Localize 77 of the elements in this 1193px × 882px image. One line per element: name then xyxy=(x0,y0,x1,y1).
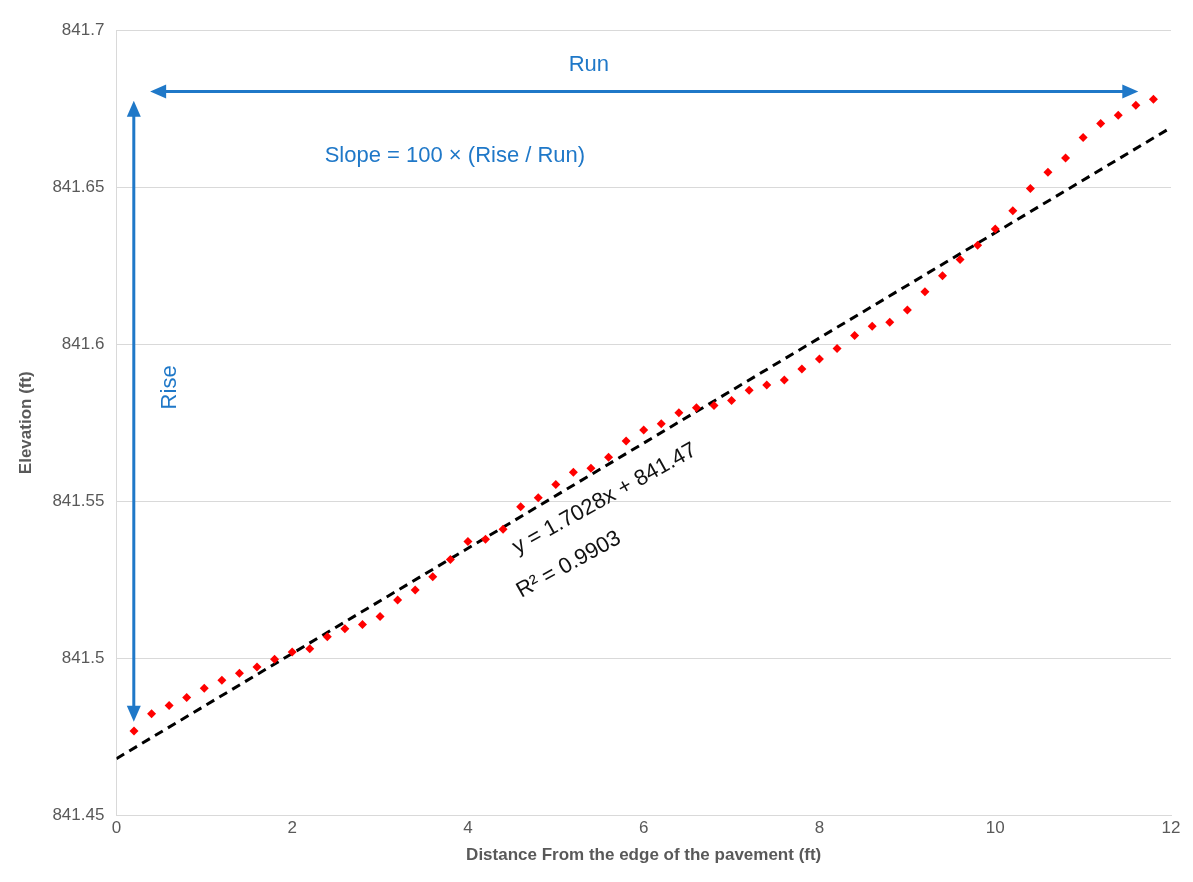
point xyxy=(604,452,614,462)
point xyxy=(182,692,192,702)
point xyxy=(1113,110,1123,120)
point xyxy=(516,502,526,512)
y-tick-label: 841.55 xyxy=(52,490,105,510)
point xyxy=(252,662,262,672)
point xyxy=(1025,183,1035,193)
point xyxy=(639,425,649,435)
point xyxy=(691,403,701,413)
point xyxy=(147,709,157,719)
x-tick-label: 10 xyxy=(985,818,1005,838)
point xyxy=(850,330,860,340)
point xyxy=(832,344,842,354)
point xyxy=(445,555,455,565)
point xyxy=(779,375,789,385)
x-tick-label: 12 xyxy=(1161,818,1181,838)
point xyxy=(428,572,438,582)
y-tick-label: 841.45 xyxy=(52,804,105,824)
point xyxy=(744,385,754,395)
x-tick-label: 4 xyxy=(463,818,473,838)
point xyxy=(1148,94,1158,104)
point xyxy=(1131,100,1141,110)
point xyxy=(990,224,1000,234)
point xyxy=(1043,167,1053,177)
point xyxy=(551,480,561,490)
point xyxy=(709,400,719,410)
point xyxy=(375,611,385,621)
annotation: Run xyxy=(568,50,610,76)
point xyxy=(674,408,684,418)
point xyxy=(920,287,930,297)
x-tick-label: 2 xyxy=(287,818,297,838)
point xyxy=(885,317,895,327)
point xyxy=(217,675,227,685)
y-tick-label: 841.6 xyxy=(61,333,105,353)
y-tick-label: 841.65 xyxy=(52,176,105,196)
point xyxy=(129,726,139,736)
x-tick-label: 0 xyxy=(111,818,122,838)
point xyxy=(1078,133,1088,143)
point xyxy=(973,240,983,250)
y-axis-title: Elevation (ft) xyxy=(15,371,35,475)
point xyxy=(656,419,666,429)
point xyxy=(762,380,772,390)
point xyxy=(481,534,491,544)
y-tick-label: 841.7 xyxy=(61,19,105,39)
point xyxy=(498,524,508,534)
point xyxy=(797,364,807,374)
x-tick-label: 6 xyxy=(638,818,649,838)
point xyxy=(164,701,174,711)
x-axis-title: Distance From the edge of the pavement (ft) xyxy=(466,845,822,865)
point xyxy=(340,624,350,634)
point xyxy=(463,536,473,546)
point xyxy=(393,595,403,605)
point xyxy=(814,354,824,364)
point xyxy=(938,271,947,281)
point xyxy=(322,632,332,642)
point xyxy=(305,644,315,654)
point xyxy=(270,654,280,664)
point xyxy=(287,647,297,657)
point xyxy=(586,463,596,473)
point xyxy=(955,254,965,264)
y-tick-label: 841.5 xyxy=(61,647,105,667)
point xyxy=(410,585,420,595)
annotation: Rise xyxy=(155,365,181,410)
point xyxy=(1096,118,1106,128)
annotation: Slope = 100 × (Rise / Run) xyxy=(324,141,586,167)
point xyxy=(533,493,543,503)
point xyxy=(199,683,209,693)
point xyxy=(727,395,737,405)
x-tick-label: 8 xyxy=(814,818,825,838)
point xyxy=(234,668,244,678)
point xyxy=(1061,153,1071,163)
point xyxy=(1008,206,1018,216)
point xyxy=(867,321,877,331)
point xyxy=(357,620,367,630)
point xyxy=(621,436,631,446)
point xyxy=(568,467,578,477)
point xyxy=(902,305,912,315)
